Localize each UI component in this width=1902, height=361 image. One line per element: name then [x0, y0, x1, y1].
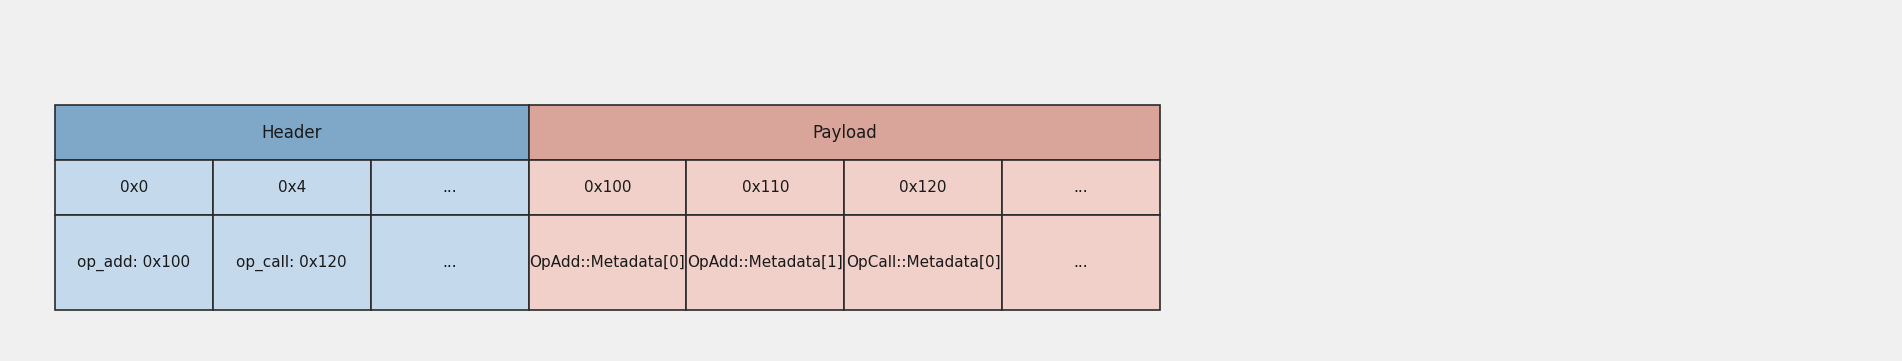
Bar — [1002, 215, 1160, 310]
Bar — [55, 105, 529, 160]
Text: 0x110: 0x110 — [742, 180, 789, 195]
Text: ...: ... — [1075, 255, 1088, 270]
Bar — [529, 160, 687, 215]
Bar — [844, 215, 1002, 310]
Text: op_add: 0x100: op_add: 0x100 — [78, 255, 190, 271]
Bar — [687, 160, 844, 215]
Bar — [213, 160, 371, 215]
Text: op_call: 0x120: op_call: 0x120 — [236, 255, 346, 271]
Text: OpAdd::Metadata[0]: OpAdd::Metadata[0] — [529, 255, 685, 270]
Bar — [55, 215, 213, 310]
Bar — [371, 160, 529, 215]
Text: Payload: Payload — [812, 123, 877, 142]
Bar — [844, 160, 1002, 215]
Text: 0x100: 0x100 — [584, 180, 631, 195]
Text: ...: ... — [443, 180, 456, 195]
Bar — [529, 215, 687, 310]
Bar — [1002, 160, 1160, 215]
Bar — [687, 215, 844, 310]
Bar — [55, 160, 213, 215]
Text: 0x4: 0x4 — [278, 180, 306, 195]
Bar — [371, 215, 529, 310]
Text: Header: Header — [262, 123, 321, 142]
Text: 0x0: 0x0 — [120, 180, 148, 195]
Text: OpAdd::Metadata[1]: OpAdd::Metadata[1] — [687, 255, 843, 270]
Text: 0x120: 0x120 — [900, 180, 947, 195]
Text: OpCall::Metadata[0]: OpCall::Metadata[0] — [846, 255, 1000, 270]
Text: ...: ... — [1075, 180, 1088, 195]
Bar — [529, 105, 1160, 160]
Text: ...: ... — [443, 255, 456, 270]
Bar — [213, 215, 371, 310]
